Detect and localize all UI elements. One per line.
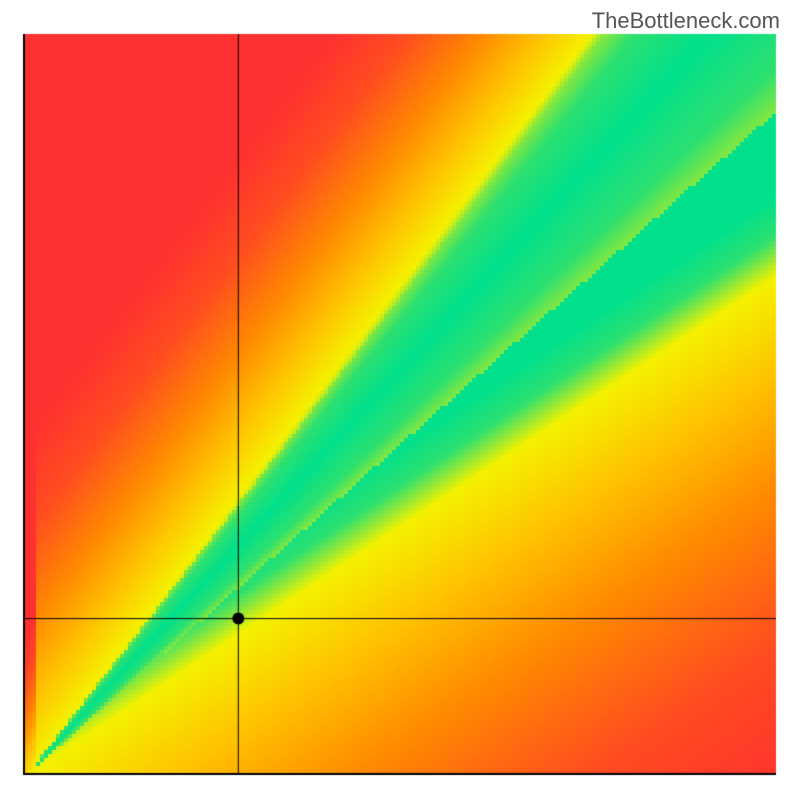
chart-container: TheBottleneck.com bbox=[0, 0, 800, 800]
heatmap-canvas bbox=[0, 0, 800, 800]
watermark-label: TheBottleneck.com bbox=[592, 8, 780, 34]
